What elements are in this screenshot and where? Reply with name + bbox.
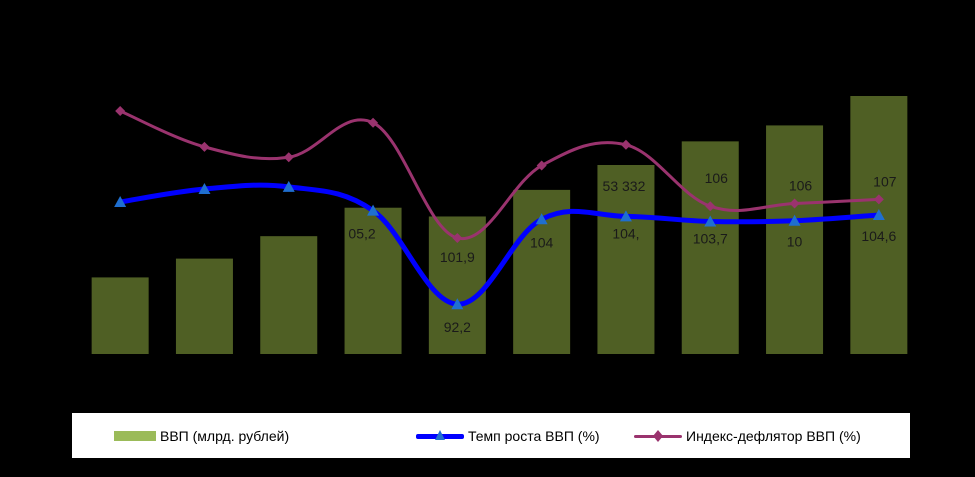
data-label-growth-4: 92,2 bbox=[444, 319, 471, 335]
bar-gdp-1 bbox=[175, 258, 233, 354]
data-label-growth-5: 104 bbox=[530, 234, 554, 250]
legend-label-deflator: Индекс-дефлятор ВВП (%) bbox=[686, 427, 861, 444]
bar-gdp-0 bbox=[91, 277, 149, 354]
bar-gdp-6 bbox=[597, 164, 655, 354]
point-deflator-5 bbox=[536, 160, 547, 171]
deflator-series bbox=[115, 106, 884, 243]
legend: ВВП (млрд. рублей) Темп роста ВВП (%) Ин… bbox=[72, 413, 910, 458]
point-deflator-9 bbox=[873, 194, 884, 205]
point-growth-8 bbox=[788, 214, 801, 226]
data-label-deflator-9: 107 bbox=[873, 173, 897, 189]
legend-swatch-gdp bbox=[114, 430, 156, 441]
point-deflator-8 bbox=[789, 198, 800, 209]
data-label-deflator-7: 106 bbox=[705, 170, 729, 186]
point-deflator-4 bbox=[452, 232, 463, 243]
point-growth-5 bbox=[535, 213, 548, 225]
data-label-growth-3: 05,2 bbox=[348, 226, 375, 242]
point-deflator-7 bbox=[705, 201, 716, 212]
data-labels: 53 332 05,2 92,2 104 104, 103,7 10 104,6 101,9 10… bbox=[348, 170, 896, 335]
data-label-growth-9: 104,6 bbox=[861, 228, 896, 244]
point-deflator-2 bbox=[283, 152, 294, 163]
legend-item-deflator: Индекс-дефлятор ВВП (%) bbox=[634, 426, 861, 446]
legend-item-growth: Темп роста ВВП (%) bbox=[416, 426, 600, 446]
bars-layer bbox=[91, 96, 908, 355]
legend-item-gdp: ВВП (млрд. рублей) bbox=[114, 426, 289, 446]
bar-gdp-7 bbox=[681, 141, 739, 354]
growth-series bbox=[114, 180, 885, 310]
legend-label-gdp: ВВП (млрд. рублей) bbox=[160, 427, 290, 444]
bar-gdp-2 bbox=[260, 236, 318, 354]
point-deflator-1 bbox=[199, 141, 210, 152]
legend-swatch-growth bbox=[416, 429, 464, 442]
data-label-deflator-8: 106 bbox=[789, 177, 813, 193]
diamond-marker-icon bbox=[653, 429, 663, 442]
point-growth-0 bbox=[114, 196, 127, 207]
data-label-gdp-6: 53 332 bbox=[603, 178, 646, 194]
point-growth-9 bbox=[872, 208, 885, 220]
point-deflator-3 bbox=[368, 117, 379, 128]
line-deflator bbox=[119, 109, 879, 240]
point-deflator-6 bbox=[620, 139, 631, 150]
point-deflator-0 bbox=[115, 106, 126, 116]
point-growth-7 bbox=[704, 215, 717, 227]
bar-gdp-9 bbox=[850, 96, 908, 354]
point-growth-1 bbox=[198, 183, 211, 195]
point-growth-6 bbox=[619, 210, 632, 222]
data-label-growth-7: 103,7 bbox=[693, 230, 728, 246]
bar-gdp-8 bbox=[766, 125, 824, 355]
legend-label-growth: Темп роста ВВП (%) bbox=[468, 427, 600, 444]
point-growth-2 bbox=[282, 180, 295, 192]
legend-swatch-deflator bbox=[634, 429, 682, 442]
line-growth bbox=[119, 182, 880, 307]
data-label-growth-8: 10 bbox=[787, 234, 803, 250]
data-label-deflator-4: 101,9 bbox=[440, 249, 475, 265]
point-growth-4 bbox=[451, 298, 464, 310]
data-label-growth-6: 104, bbox=[612, 225, 639, 241]
triangle-marker-icon bbox=[435, 429, 445, 440]
point-growth-3 bbox=[367, 204, 380, 216]
